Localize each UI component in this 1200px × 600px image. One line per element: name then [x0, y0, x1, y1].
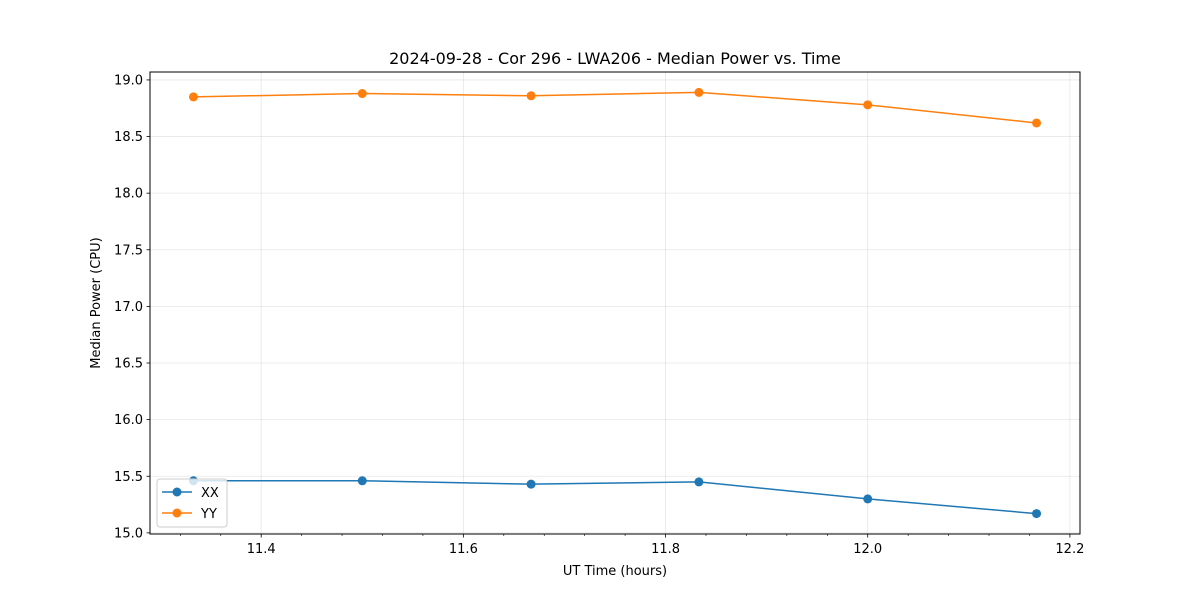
legend-label-xx: XX [201, 486, 219, 501]
data-point-yy [863, 100, 873, 110]
x-axis-label: UT Time (hours) [563, 564, 667, 579]
data-point-xx [694, 477, 704, 487]
data-point-yy [694, 87, 704, 97]
y-tick-label: 16.0 [114, 413, 143, 428]
chart-title: 2024-09-28 - Cor 296 - LWA206 - Median P… [389, 49, 841, 68]
plot-area-frame [149, 71, 1081, 535]
y-tick-label: 17.5 [114, 243, 143, 258]
y-tick-label: 17.0 [114, 300, 143, 315]
data-point-yy [188, 92, 198, 102]
data-point-xx [526, 479, 536, 489]
legend-marker-yy [172, 508, 182, 518]
y-tick-label: 15.5 [114, 470, 143, 485]
legend-label-yy: YY [200, 507, 217, 522]
x-tick-label: 11.6 [449, 542, 478, 557]
x-tick-label: 12.2 [1055, 542, 1084, 557]
data-point-xx [863, 494, 873, 504]
data-point-xx [1032, 509, 1042, 519]
y-tick-label: 16.5 [114, 357, 143, 372]
x-tick-label: 11.8 [651, 542, 680, 557]
series-line-yy [193, 91, 1037, 124]
series-layer [188, 87, 1042, 519]
x-tick-label: 11.4 [247, 542, 276, 557]
data-point-yy [526, 91, 536, 101]
data-point-xx [357, 476, 367, 486]
x-tick-label: 12.0 [853, 542, 882, 557]
data-point-yy [1032, 118, 1042, 128]
legend-marker-xx [172, 487, 182, 497]
y-tick-label: 19.0 [114, 73, 143, 88]
y-tick-label: 18.5 [114, 130, 143, 145]
y-axis-label: Median Power (CPU) [89, 237, 104, 368]
legend: XX YY [156, 478, 228, 528]
y-tick-label: 15.0 [114, 526, 143, 541]
data-point-yy [357, 89, 367, 99]
axis-ticks: 11.4 11.6 11.8 12.0 12.2 15.0 15.5 16.0 16.5 17.0… [114, 73, 1084, 557]
series-line-xx [193, 480, 1037, 515]
grid [150, 72, 1080, 534]
y-tick-label: 18.0 [114, 187, 143, 202]
